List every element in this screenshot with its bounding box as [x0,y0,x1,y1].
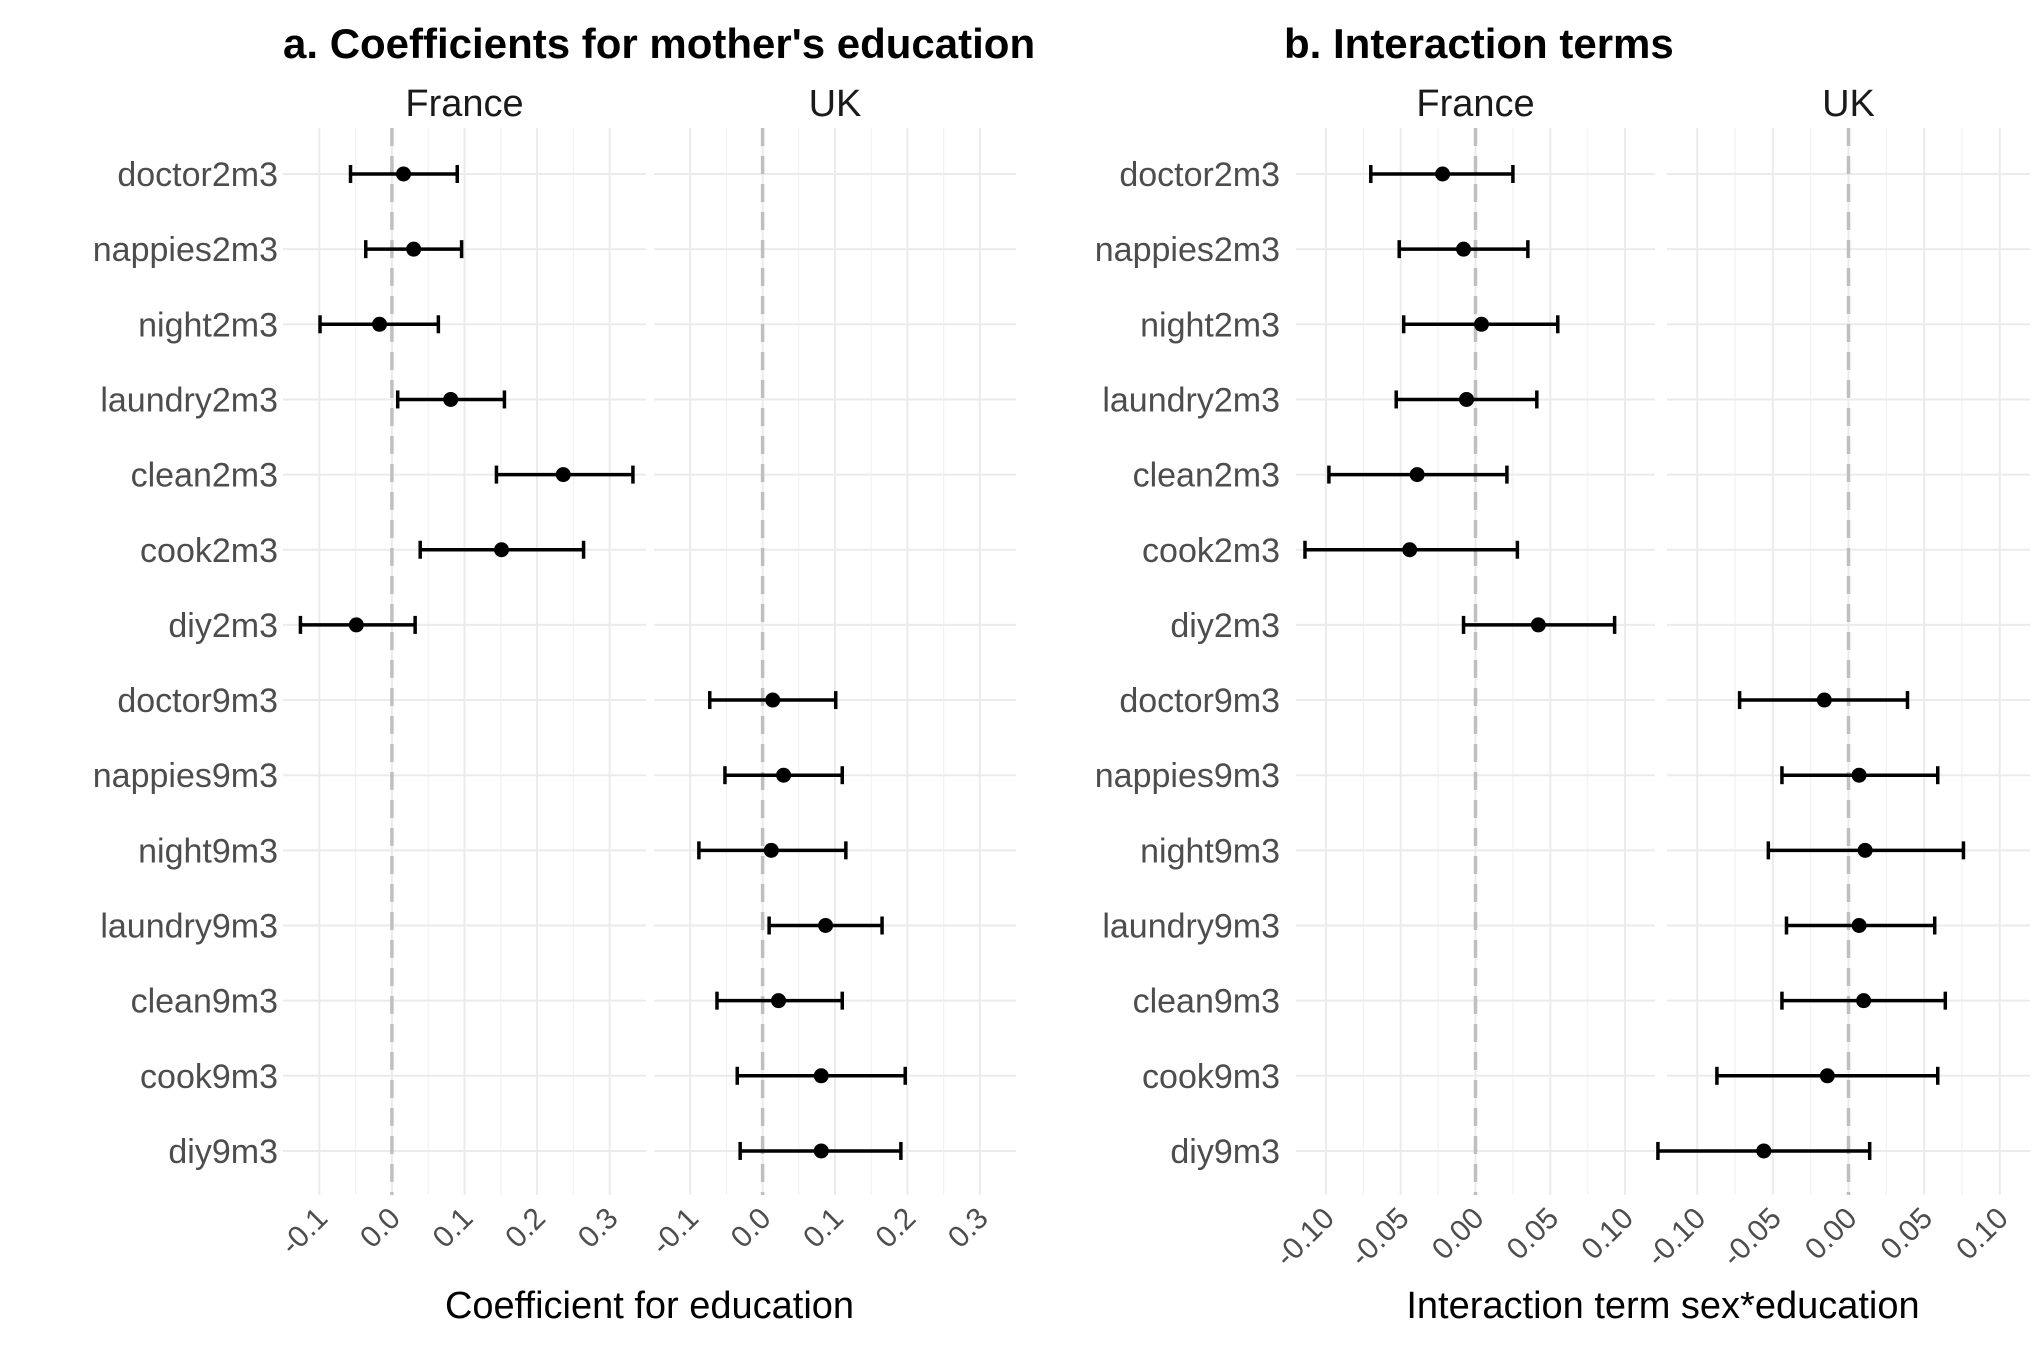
point-estimate [1819,1068,1835,1084]
point-estimate [1473,316,1489,332]
x-tick-label: 0.2 [499,1202,552,1255]
x-tick-label: 0.05 [1501,1202,1566,1267]
category-label: night2m3 [138,306,278,344]
category-label: laundry9m3 [1102,908,1280,946]
point-estimate [763,842,779,858]
category-label: cook9m3 [140,1058,278,1096]
category-label: laundry2m3 [100,381,278,419]
x-tick-label: 0.00 [1426,1202,1491,1267]
panel-title: a. Coefficients for mother's education [283,20,1035,67]
point-estimate [1857,842,1873,858]
facet-label: UK [1822,83,1875,125]
category-label: diy9m3 [168,1133,278,1171]
point-estimate [396,166,412,182]
x-tick-label: 0.2 [870,1202,923,1255]
point-estimate [443,391,459,407]
category-label: doctor9m3 [1119,682,1280,720]
x-tick-label: 0.3 [572,1202,625,1255]
category-label: clean9m3 [1133,983,1280,1021]
point-estimate [1459,391,1475,407]
facet-france: France -0.1 0.0 0.1 0.2 0.3 [274,83,646,1262]
x-tick-label: 0.05 [1874,1202,1939,1267]
category-label: cook9m3 [1142,1058,1280,1096]
point-estimate [765,692,781,708]
x-tick-label: -0.1 [274,1202,334,1262]
panel-a: a. Coefficients for mother's education do… [93,20,1035,1327]
point-estimate [348,617,364,633]
category-label: diy2m3 [1170,607,1280,645]
point-estimate [1816,692,1832,708]
facet-france: France -0.10 -0.05 0.00 0.05 0.10 [1269,83,1655,1273]
point-estimate [406,241,422,257]
category-label: night9m3 [1140,832,1280,870]
facet-label: France [1416,83,1534,125]
point-estimate [1402,542,1418,558]
x-tick-label: 0.1 [427,1202,480,1255]
point-estimate [1856,993,1872,1009]
x-tick-label: 0.0 [354,1202,407,1255]
point-estimate [776,767,792,783]
point-estimate [1409,467,1425,483]
category-label: diy9m3 [1170,1133,1280,1171]
x-axis-title: Coefficient for education [445,1285,854,1327]
point-estimate [1851,767,1867,783]
x-tick-label: -0.05 [1716,1202,1788,1274]
point-estimate [1435,166,1451,182]
x-tick-label: 0.00 [1799,1202,1864,1267]
category-label: cook2m3 [1142,532,1280,570]
x-tick-label: -0.10 [1269,1202,1341,1274]
category-label: night2m3 [1140,306,1280,344]
point-estimate [494,542,510,558]
category-label: doctor2m3 [117,156,278,194]
category-label: nappies9m3 [1095,757,1280,795]
facet-uk: UK -0.10 -0.05 0.00 0.05 0.10 [1641,83,2030,1273]
category-label: cook2m3 [140,532,278,570]
category-label: nappies2m3 [1095,231,1280,269]
point-estimate [813,1143,829,1159]
point-estimate [555,467,571,483]
point-estimate [1530,617,1546,633]
point-estimate [813,1068,829,1084]
point-estimate [1756,1143,1772,1159]
point-estimate [771,993,787,1009]
point-estimate [1851,918,1867,933]
category-label: night9m3 [138,832,278,870]
panel-title: b. Interaction terms [1284,20,1674,67]
category-label: nappies9m3 [93,757,278,795]
x-tick-label: 0.3 [942,1202,995,1255]
facet-label: France [405,83,523,125]
facet-label: UK [809,83,862,125]
facet-uk: UK -0.1 0.0 0.1 0.2 0.3 [645,83,1016,1262]
category-label: clean2m3 [1133,457,1280,495]
x-tick-label: -0.1 [645,1202,705,1262]
category-label: clean9m3 [131,983,278,1021]
x-tick-label: 0.10 [1950,1202,2015,1267]
category-label: diy2m3 [168,607,278,645]
x-tick-label: -0.05 [1344,1202,1416,1274]
point-estimate [1456,241,1472,257]
category-label: nappies2m3 [93,231,278,269]
point-estimate [818,918,834,933]
panel-b: b. Interaction terms doctor2m3 nappies2m3 n… [1095,20,2030,1327]
x-tick-label: 0.0 [725,1202,778,1255]
category-label: doctor9m3 [117,682,278,720]
x-tick-label: -0.10 [1641,1202,1713,1274]
x-tick-label: 0.1 [797,1202,850,1255]
point-estimate [372,316,388,332]
x-tick-label: 0.10 [1575,1202,1640,1267]
category-label: laundry2m3 [1102,381,1280,419]
x-axis-title: Interaction term sex*education [1406,1285,1919,1327]
category-label: clean2m3 [131,457,278,495]
category-label: laundry9m3 [100,908,278,946]
category-label: doctor2m3 [1119,156,1280,194]
